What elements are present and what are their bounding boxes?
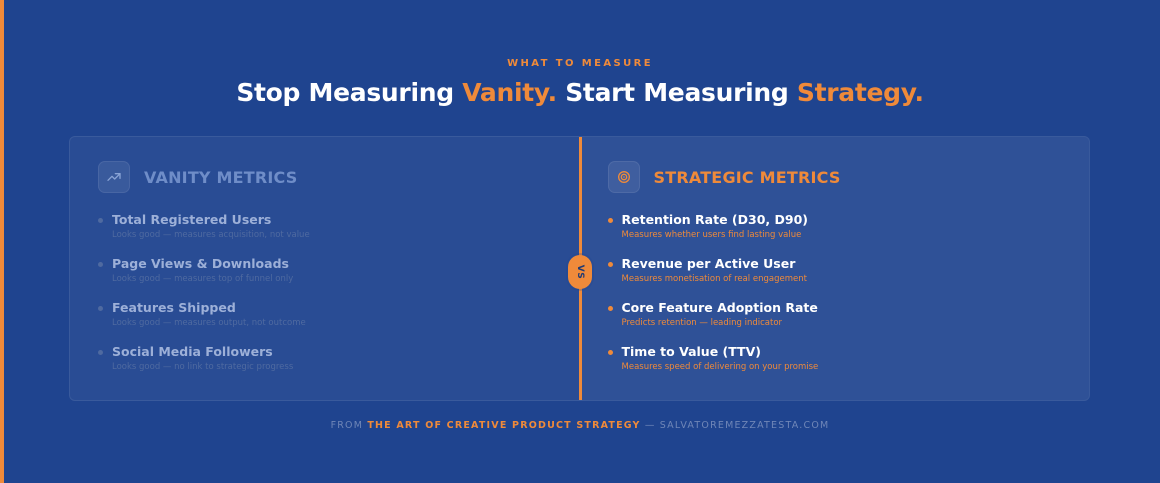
vanity-metrics-list: Total Registered Users Looks good — meas…	[98, 213, 552, 372]
bullet-icon	[607, 218, 613, 223]
metric-subtitle: Measures speed of delivering on your pro…	[621, 362, 819, 373]
metric-subtitle: Looks good — no link to strategic progre…	[112, 362, 294, 373]
list-item: Revenue per Active User Measures monetis…	[607, 256, 1062, 284]
bullet-icon	[607, 350, 613, 356]
page-title: Stop Measuring Vanity. Start Measuring S…	[0, 79, 1160, 107]
bullet-icon	[607, 262, 613, 268]
left-accent-bar	[0, 0, 4, 483]
title-accent-2: Strategy.	[796, 78, 924, 107]
list-item: Retention Rate (D30, D90) Measures wheth…	[607, 212, 1062, 240]
metric-title: Social Media Followers	[112, 344, 273, 360]
metric-title: Retention Rate (D30, D90)	[621, 212, 809, 227]
strategic-metrics-header: STRATEGIC METRICS	[607, 161, 1062, 193]
bullet-icon	[98, 350, 103, 356]
list-item: Social Media Followers Looks good — no l…	[98, 345, 552, 372]
vs-label: VS	[574, 264, 585, 280]
footer: FROM THE ART OF CREATIVE PRODUCT STRATEG…	[0, 420, 1160, 431]
metric-title: Features Shipped	[112, 300, 236, 316]
bullet-icon	[98, 306, 103, 312]
comparison-panel: VS VANITY METRICS Total Registered Users…	[69, 136, 1090, 401]
metric-title: Total Registered Users	[112, 212, 272, 227]
metric-subtitle: Looks good — measures top of funnel only	[112, 273, 294, 284]
metric-subtitle: Looks good — measures acquisition, not v…	[112, 229, 310, 240]
strategic-metrics-title: STRATEGIC METRICS	[653, 167, 841, 187]
vanity-metrics-column: VANITY METRICS Total Registered Users Lo…	[70, 137, 580, 400]
metric-title: Revenue per Active User	[621, 256, 796, 272]
vanity-metrics-title: VANITY METRICS	[144, 167, 298, 187]
metric-subtitle: Measures whether users find lasting valu…	[621, 229, 802, 240]
target-icon	[607, 161, 640, 193]
metric-subtitle: Looks good — measures output, not outcom…	[112, 317, 306, 328]
list-item: Total Registered Users Looks good — meas…	[98, 213, 552, 240]
footer-suffix: — SALVATOREMEZZATESTA.COM	[640, 420, 830, 431]
footer-prefix: FROM	[330, 420, 368, 431]
header: WHAT TO MEASURE Stop Measuring Vanity. S…	[0, 58, 1160, 107]
metric-subtitle: Predicts retention — leading indicator	[621, 317, 783, 328]
bullet-icon	[98, 262, 103, 268]
title-accent-1: Vanity.	[462, 78, 557, 107]
eyebrow: WHAT TO MEASURE	[507, 58, 653, 69]
title-part-1: Stop Measuring	[236, 78, 463, 107]
trending-up-icon	[98, 161, 130, 193]
footer-brand: THE ART OF CREATIVE PRODUCT STRATEGY	[367, 420, 641, 431]
vs-badge: VS	[568, 255, 592, 289]
title-part-2: Start Measuring	[556, 78, 797, 107]
vanity-metrics-header: VANITY METRICS	[98, 161, 552, 193]
list-item: Time to Value (TTV) Measures speed of de…	[607, 344, 1062, 373]
list-item: Features Shipped Looks good — measures o…	[98, 301, 552, 328]
metric-title: Time to Value (TTV)	[621, 344, 761, 360]
bullet-icon	[98, 218, 103, 223]
metric-title: Core Feature Adoption Rate	[621, 300, 818, 316]
strategic-metrics-column: STRATEGIC METRICS Retention Rate (D30, D…	[579, 137, 1089, 400]
metric-title: Page Views & Downloads	[112, 256, 289, 272]
metric-subtitle: Measures monetisation of real engagement	[621, 273, 807, 284]
list-item: Page Views & Downloads Looks good — meas…	[98, 257, 552, 284]
strategic-metrics-list: Retention Rate (D30, D90) Measures wheth…	[607, 212, 1062, 373]
list-item: Core Feature Adoption Rate Predicts rete…	[607, 300, 1062, 328]
bullet-icon	[607, 306, 613, 312]
